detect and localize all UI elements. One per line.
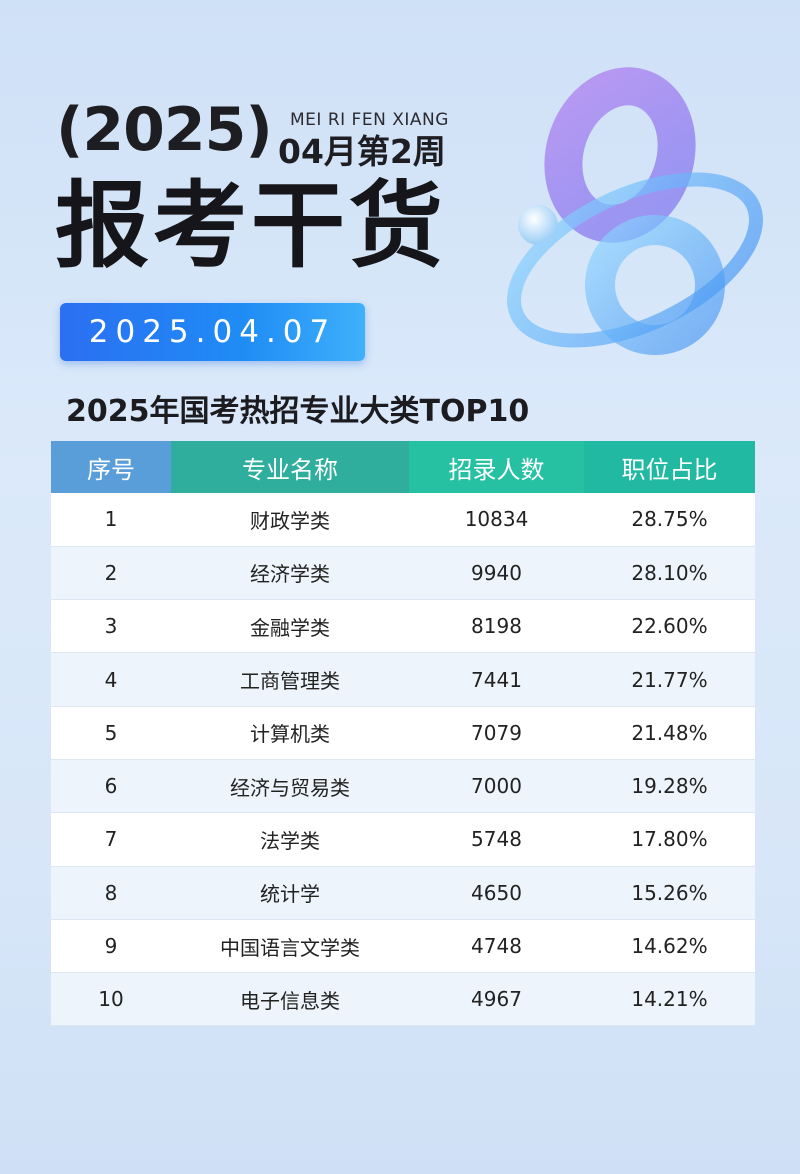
count-cell: 4748 <box>409 919 584 974</box>
share-cell: 21.48% <box>584 706 755 760</box>
rank-cell: 1 <box>51 493 171 547</box>
column-header-major: 专业名称 <box>171 441 409 493</box>
rank-cell: 7 <box>51 812 171 867</box>
table-row: 9 中国语言文学类 4748 14.62% <box>51 919 755 974</box>
share-cell: 22.60% <box>584 599 755 654</box>
date-badge: 2025.04.07 <box>60 303 365 361</box>
rank-cell: 3 <box>51 599 171 654</box>
major-cell: 计算机类 <box>171 706 409 760</box>
rank-cell: 10 <box>51 972 171 1027</box>
rank-cell: 2 <box>51 546 171 601</box>
rank-cell: 6 <box>51 759 171 814</box>
major-cell: 中国语言文学类 <box>171 919 409 974</box>
major-cell: 财政学类 <box>171 493 409 547</box>
major-cell: 工商管理类 <box>171 652 409 707</box>
count-cell: 7000 <box>409 759 584 814</box>
year-label: (2025) <box>56 95 273 165</box>
share-cell: 19.28% <box>584 759 755 814</box>
count-cell: 8198 <box>409 599 584 654</box>
table-row: 4 工商管理类 7441 21.77% <box>51 652 755 707</box>
major-cell: 统计学 <box>171 866 409 920</box>
table-title: 2025年国考热招专业大类TOP10 <box>66 394 530 429</box>
column-header-count: 招录人数 <box>409 441 584 493</box>
rank-cell: 5 <box>51 706 171 760</box>
column-header-rank: 序号 <box>51 441 171 493</box>
ranking-table: 序号 专业名称 招录人数 职位占比 1 财政学类 10834 28.75% 2 … <box>51 441 755 1027</box>
major-cell: 法学类 <box>171 812 409 867</box>
page-title: 报考干货 <box>55 172 448 281</box>
ring-graphic-icon <box>507 67 763 355</box>
major-cell: 经济与贸易类 <box>171 759 409 814</box>
count-cell: 4650 <box>409 866 584 920</box>
share-cell: 21.77% <box>584 652 755 707</box>
share-cell: 28.75% <box>584 493 755 547</box>
share-cell: 17.80% <box>584 812 755 867</box>
share-cell: 14.21% <box>584 972 755 1027</box>
major-cell: 经济学类 <box>171 546 409 601</box>
share-cell: 14.62% <box>584 919 755 974</box>
table-row: 5 计算机类 7079 21.48% <box>51 706 755 760</box>
count-cell: 9940 <box>409 546 584 601</box>
count-cell: 5748 <box>409 812 584 867</box>
pinyin-subtitle: MEI RI FEN XIANG <box>290 110 449 130</box>
table-row: 2 经济学类 9940 28.10% <box>51 546 755 601</box>
major-cell: 金融学类 <box>171 599 409 654</box>
table-row: 10 电子信息类 4967 14.21% <box>51 972 755 1027</box>
count-cell: 4967 <box>409 972 584 1027</box>
table-row: 3 金融学类 8198 22.60% <box>51 599 755 654</box>
rank-cell: 9 <box>51 919 171 974</box>
major-cell: 电子信息类 <box>171 972 409 1027</box>
count-cell: 10834 <box>409 493 584 547</box>
rank-cell: 8 <box>51 866 171 920</box>
table-row: 7 法学类 5748 17.80% <box>51 812 755 867</box>
column-header-share: 职位占比 <box>584 441 755 493</box>
share-cell: 15.26% <box>584 866 755 920</box>
table-row: 8 统计学 4650 15.26% <box>51 866 755 920</box>
table-row: 6 经济与贸易类 7000 19.28% <box>51 759 755 814</box>
rank-cell: 4 <box>51 652 171 707</box>
week-label: 04月第2周 <box>278 132 446 171</box>
table-row: 1 财政学类 10834 28.75% <box>51 493 755 547</box>
table-header-row: 序号 专业名称 招录人数 职位占比 <box>51 441 755 493</box>
share-cell: 28.10% <box>584 546 755 601</box>
count-cell: 7441 <box>409 652 584 707</box>
count-cell: 7079 <box>409 706 584 760</box>
